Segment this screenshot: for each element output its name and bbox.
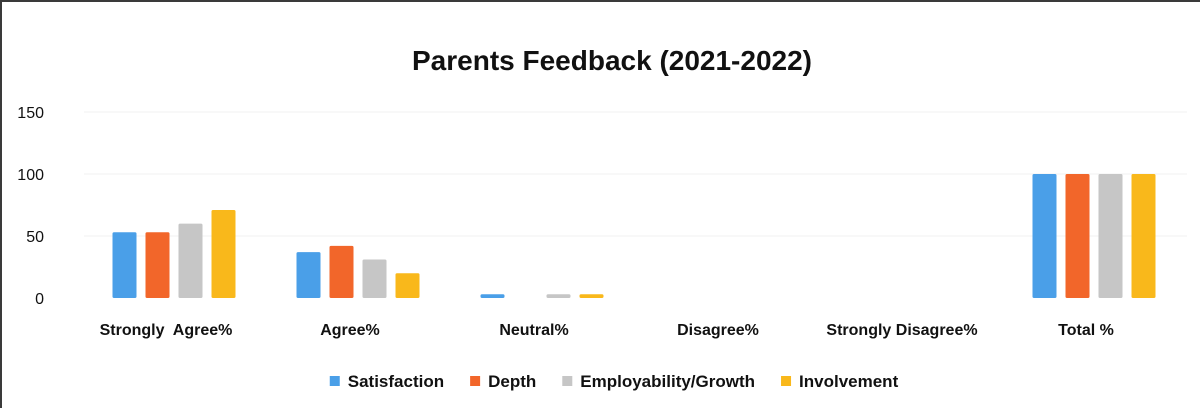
bar-satisfaction-5 (1032, 174, 1057, 298)
bar-involvement-1 (395, 273, 420, 298)
bar-employability-growth-1 (362, 259, 387, 298)
bar-employability-growth-2 (546, 294, 571, 298)
y-tick-label: 0 (35, 291, 44, 308)
category-labels: Strongly Agree% Agree% Neutral% Disagree% St… (100, 322, 1114, 339)
legend-swatch-employability-growth (562, 376, 573, 386)
legend-label: Satisfaction (348, 372, 444, 391)
bar-depth-0 (145, 232, 170, 298)
legend-swatch-involvement (781, 376, 792, 386)
gridlines (84, 111, 1187, 237)
category-label: Neutral% (499, 322, 568, 339)
category-label: Total % (1058, 322, 1114, 339)
bar-satisfaction-2 (480, 294, 505, 298)
category-label: Disagree% (677, 322, 759, 339)
legend: Satisfaction Depth Employability/Growth Inv… (329, 372, 899, 391)
bar-depth-5 (1065, 174, 1090, 298)
legend-swatch-satisfaction (329, 376, 340, 386)
bar-involvement-2 (579, 294, 604, 298)
category-label: Agree% (320, 322, 380, 339)
bar-involvement-0 (211, 209, 236, 298)
legend-label: Involvement (799, 372, 899, 391)
bar-employability-growth-5 (1098, 174, 1123, 298)
bar-employability-growth-0 (178, 223, 203, 298)
bars (112, 174, 1156, 298)
bar-satisfaction-0 (112, 232, 137, 298)
chart-title: Parents Feedback (2021-2022) (412, 45, 812, 76)
y-axis-ticks: 0 50 100 150 (17, 105, 44, 308)
y-tick-label: 50 (26, 229, 44, 246)
bar-involvement-5 (1131, 174, 1156, 298)
category-label: Strongly Agree% (100, 322, 233, 339)
y-tick-label: 100 (17, 167, 44, 184)
legend-swatch-depth (470, 376, 481, 386)
legend-label: Depth (488, 372, 536, 391)
y-tick-label: 150 (17, 105, 44, 122)
category-label: Strongly Disagree% (826, 322, 977, 339)
bar-satisfaction-1 (296, 252, 321, 298)
bar-depth-1 (329, 245, 354, 298)
legend-label: Employability/Growth (580, 372, 755, 391)
